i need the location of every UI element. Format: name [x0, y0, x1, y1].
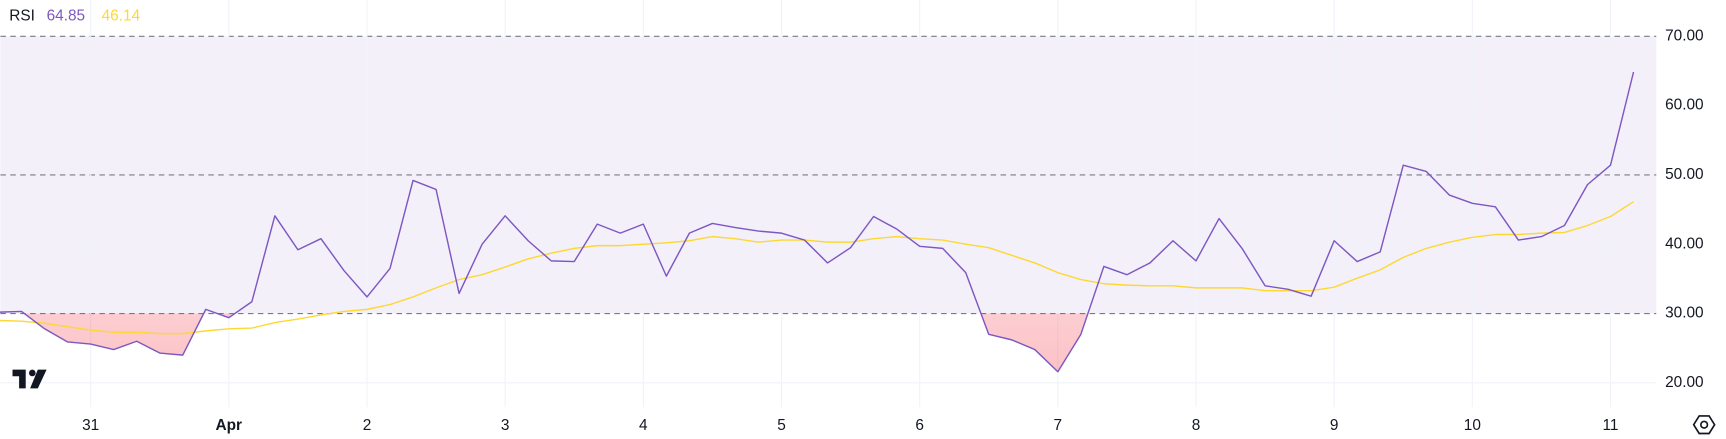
tradingview-logo [12, 369, 47, 389]
x-tick-label: 31 [82, 417, 99, 434]
x-tick-label: 2 [363, 417, 372, 434]
y-tick-label: 40.00 [1665, 235, 1704, 252]
x-tick-label: 8 [1192, 417, 1201, 434]
rsi-line [0, 71, 1635, 373]
x-tick-label: 5 [777, 417, 786, 434]
line-layer [0, 71, 1635, 373]
x-tick-label: 3 [501, 417, 510, 434]
indicator-name: RSI [9, 8, 35, 25]
x-tick-label: 10 [1464, 417, 1481, 434]
oversold-fill [0, 313, 1634, 372]
x-tick-label: 4 [639, 417, 648, 434]
x-tick-label: 7 [1054, 417, 1063, 434]
y-tick-label: 70.00 [1665, 27, 1704, 44]
x-tick-label: Apr [216, 417, 243, 434]
rsi-ma-line [0, 201, 1634, 335]
y-tick-label: 50.00 [1665, 166, 1704, 183]
rsi-value: 64.85 [47, 8, 86, 25]
x-tick-label: 11 [1603, 417, 1619, 434]
x-tick-label: 6 [915, 417, 924, 434]
rsi-ma-value: 46.14 [102, 8, 141, 25]
y-tick-label: 30.00 [1665, 305, 1704, 322]
x-tick-label: 9 [1330, 417, 1339, 434]
settings-icon[interactable] [1692, 415, 1716, 435]
y-tick-label: 20.00 [1665, 374, 1704, 391]
y-tick-label: 60.00 [1665, 97, 1704, 114]
background-layer [0, 0, 1657, 408]
